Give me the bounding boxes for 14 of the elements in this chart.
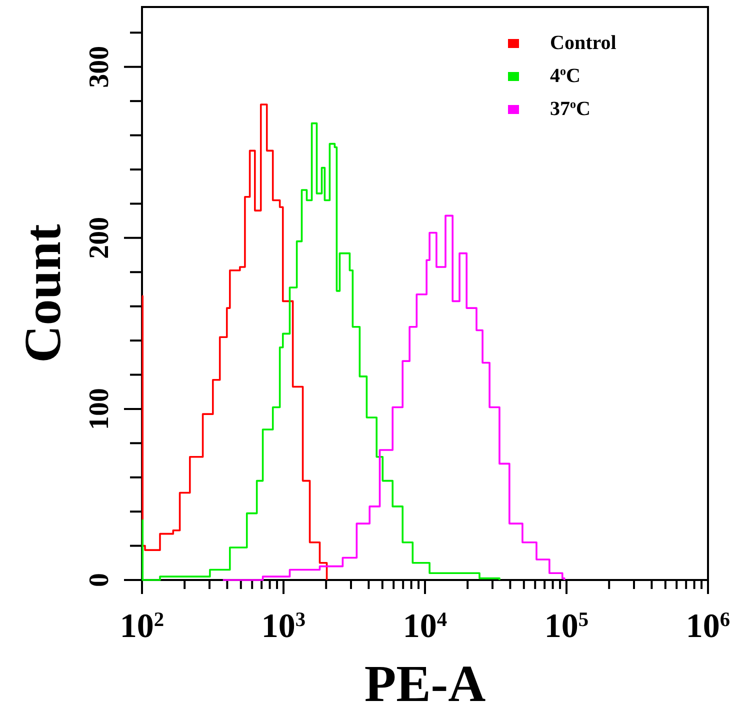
y-tick-label: 0 xyxy=(84,573,115,587)
x-tick-label: 10$^{4}$ xyxy=(402,608,448,645)
y-axis-title: Count xyxy=(15,223,72,363)
legend-label: 37$^{o}$C xyxy=(550,97,590,120)
x-tick-label: 10$^{5}$ xyxy=(544,608,589,645)
x-tick-label: 10$^{3}$ xyxy=(261,608,306,645)
x-tick-label: 10$^{6}$ xyxy=(686,608,730,645)
legend-label: Control xyxy=(550,32,617,54)
x-axis-title: PE-A xyxy=(364,656,486,711)
y-tick-label: 100 xyxy=(84,388,115,430)
x-tick-label: 10$^{2}$ xyxy=(120,608,164,645)
y-tick-label: 300 xyxy=(84,46,115,88)
y-tick-label: 200 xyxy=(84,216,115,259)
legend-label: 4$^{o}$C xyxy=(550,64,580,87)
